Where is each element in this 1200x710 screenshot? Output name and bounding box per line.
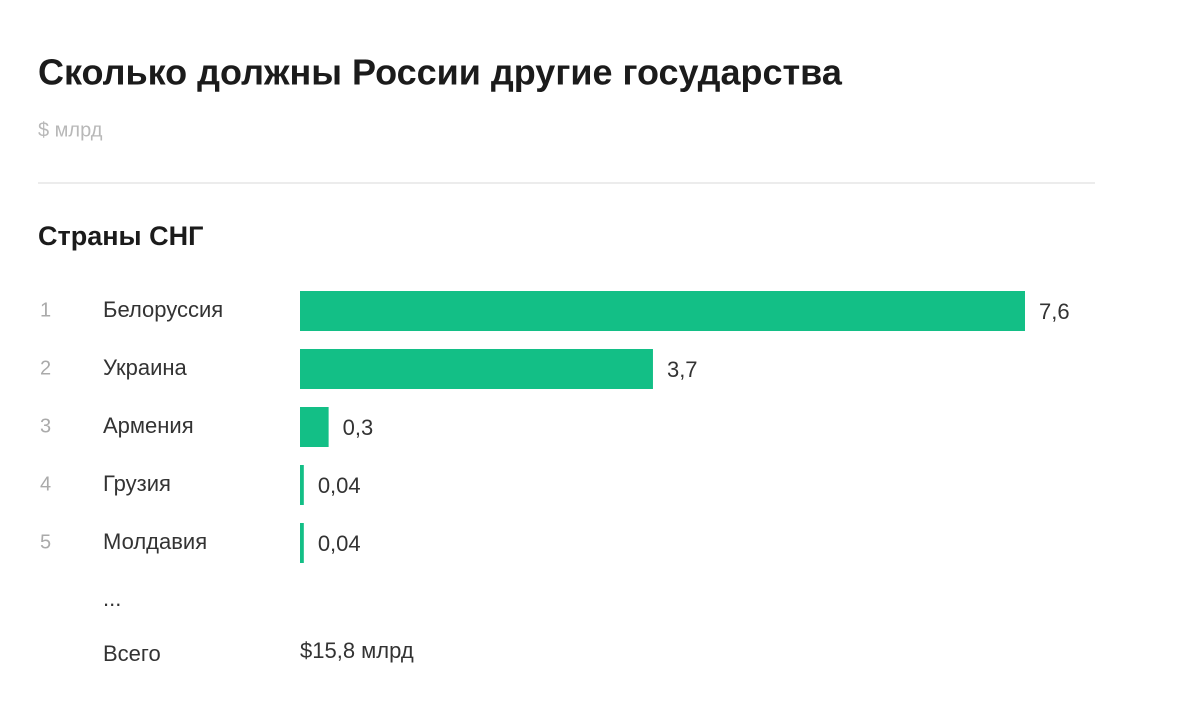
category-label: Белоруссия [103,297,223,322]
value-label: 0,04 [318,473,361,498]
section-title: Страны СНГ [38,221,203,251]
rank: 2 [40,357,51,379]
rank: 4 [40,473,51,495]
ellipsis: ... [103,586,121,611]
rank: 5 [40,531,51,553]
value-label: 7,6 [1039,299,1070,324]
chart-title: Сколько должны России другие государства [38,52,843,93]
total-label: Всего [103,641,161,666]
bar [300,407,329,447]
category-label: Молдавия [103,529,207,554]
bar [300,523,304,563]
bar [300,291,1025,331]
category-label: Армения [103,413,194,438]
category-label: Грузия [103,471,171,496]
value-label: 0,3 [343,415,374,440]
rank: 3 [40,415,51,437]
bar [300,349,653,389]
total-value: $15,8 млрд [300,638,414,663]
value-label: 0,04 [318,531,361,556]
chart-subtitle: $ млрд [38,119,103,141]
value-label: 3,7 [667,357,698,382]
category-label: Украина [103,355,188,380]
rank: 1 [40,299,51,321]
bar [300,465,304,505]
